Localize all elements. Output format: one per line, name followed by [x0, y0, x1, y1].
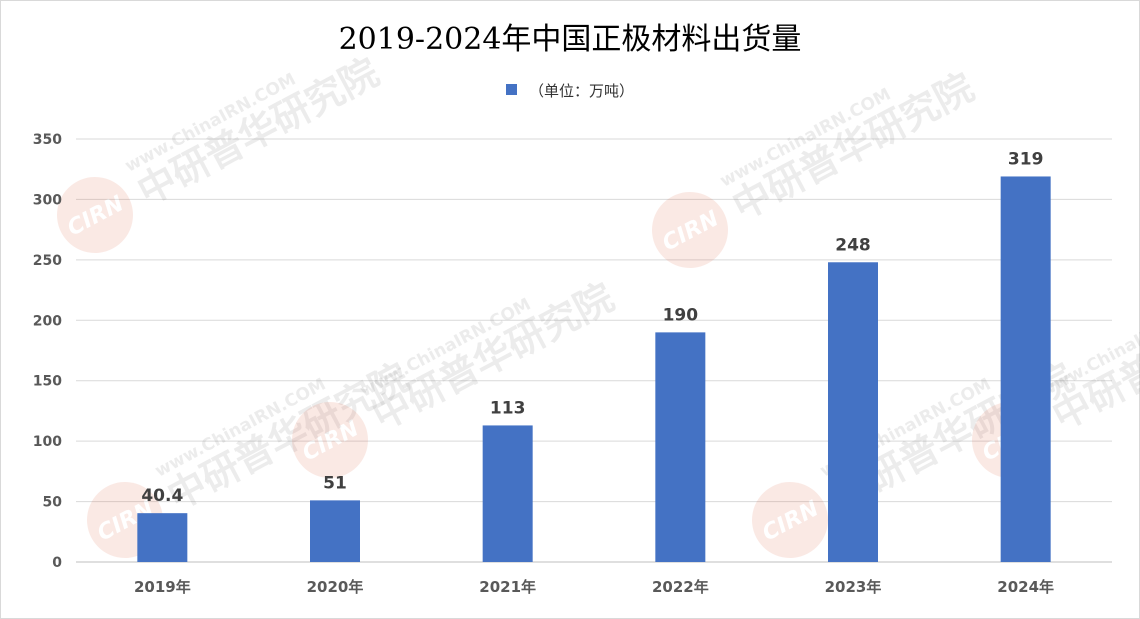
y-tick-label: 50: [43, 495, 63, 511]
watermark-circle: [752, 482, 828, 558]
x-tick-label: 2019年: [134, 578, 191, 596]
data-label: 51: [323, 473, 347, 493]
watermark-circle: [292, 402, 368, 478]
y-tick-label: 250: [33, 253, 62, 269]
data-label: 113: [490, 398, 526, 418]
bar: [655, 332, 706, 562]
x-tick-label: 2021年: [479, 578, 536, 596]
y-tick-label: 200: [33, 313, 62, 329]
bar: [1000, 176, 1051, 563]
data-labels: 40.4 51 113 190 248 319: [141, 149, 1043, 506]
data-label: 319: [1008, 149, 1044, 169]
x-tick-label: 2024年: [997, 578, 1054, 596]
watermark-name: 中研普华研究院: [130, 50, 386, 214]
x-tick-label: 2022年: [652, 578, 709, 596]
data-label: 190: [663, 305, 699, 325]
watermark-circle: [652, 192, 728, 268]
watermarks: CIRNwww.ChinaIRN.COM中研普华研究院CIRNwww.China…: [56, 50, 1140, 558]
y-tick-label: 0: [52, 555, 62, 571]
y-tick-label: 100: [33, 434, 62, 450]
legend-swatch: [505, 84, 517, 95]
bar: [310, 500, 360, 562]
x-tick-label: 2023年: [825, 578, 882, 596]
legend-label: （单位：万吨）: [528, 82, 634, 100]
watermark-name: 中研普华研究院: [725, 65, 981, 229]
watermark-circle: [56, 177, 133, 253]
bars: [137, 176, 1051, 563]
bar: [137, 513, 188, 562]
gridlines: [76, 138, 1112, 563]
legend: （单位：万吨）: [0, 80, 1140, 101]
x-tick-label: 2020年: [307, 578, 364, 596]
y-tick-label: 350: [33, 132, 62, 148]
data-label: 248: [835, 235, 871, 255]
x-axis: 2019年 2020年 2021年 2022年 2023年 2024年: [134, 578, 1054, 596]
chart-title: 2019-2024年中国正极材料出货量: [338, 22, 802, 57]
bar: [482, 425, 533, 562]
y-tick-label: 300: [33, 192, 62, 208]
data-label: 40.4: [141, 486, 183, 506]
y-tick-label: 150: [33, 374, 62, 390]
y-axis: 0 50 100 150 200 250 300 350: [33, 132, 62, 571]
bar: [828, 262, 878, 562]
